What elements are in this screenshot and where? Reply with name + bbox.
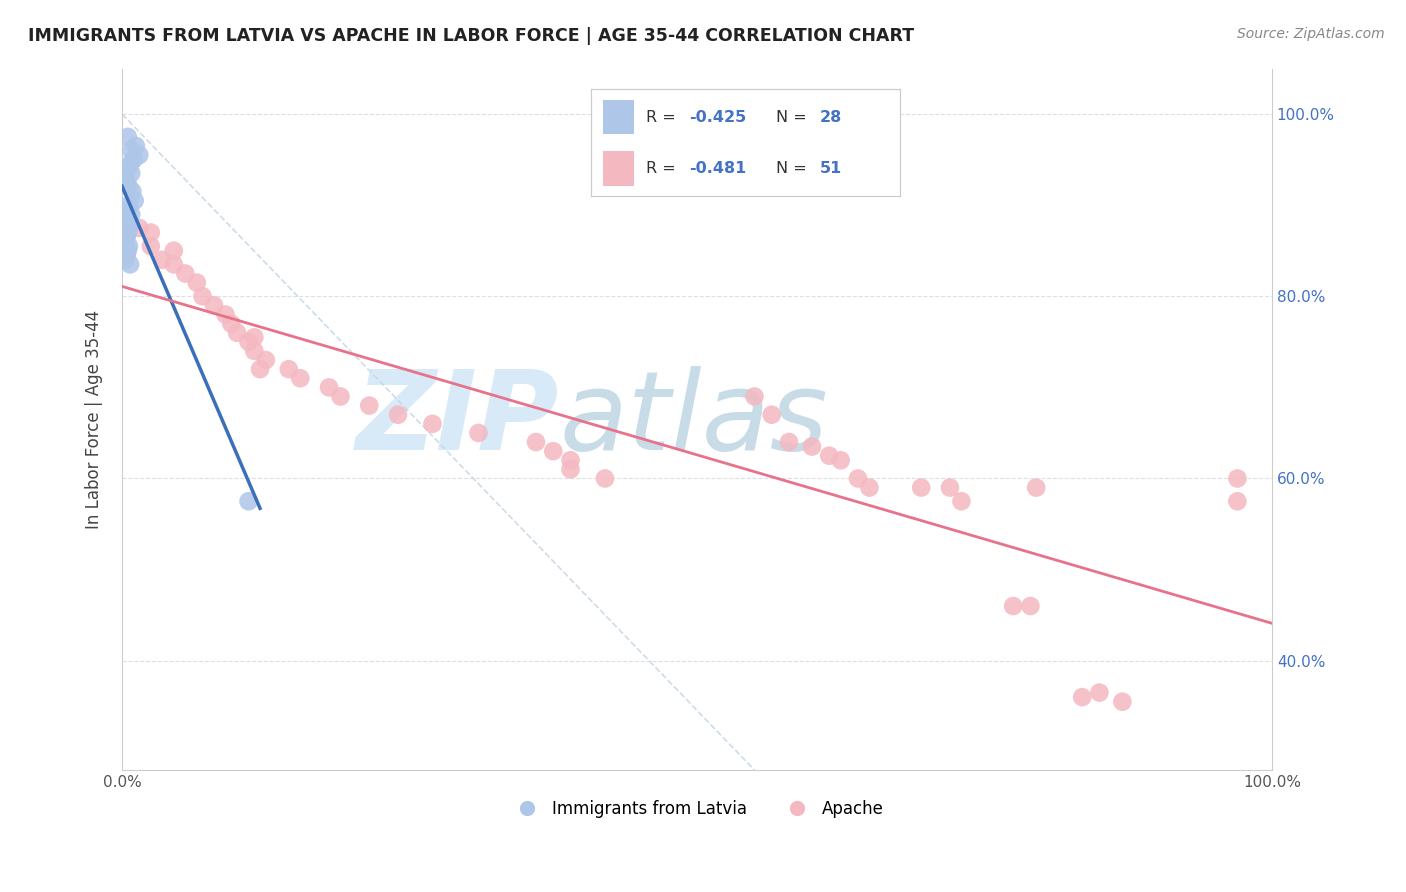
Point [858,481,880,495]
Point [117,226,139,240]
Point [830,453,852,467]
Point [118,198,141,212]
Text: Source: ZipAtlas.com: Source: ZipAtlas.com [1237,27,1385,41]
Point [163,257,186,271]
Point [467,425,489,440]
Point [121,185,143,199]
Text: R =: R = [647,110,681,125]
Point [117,202,139,217]
Point [359,399,381,413]
Point [318,380,340,394]
Point [238,494,260,508]
Point [249,362,271,376]
Point [120,166,142,180]
Point [593,471,616,485]
Text: N =: N = [776,161,813,176]
Point [128,221,150,235]
Text: N =: N = [776,110,813,125]
Point [950,494,973,508]
Point [243,330,266,344]
Text: -0.425: -0.425 [689,110,747,125]
Point [910,481,932,495]
Point [115,211,138,226]
Point [290,371,312,385]
Point [846,471,869,485]
Point [214,308,236,322]
Point [1019,599,1042,613]
Point [422,417,444,431]
Point [219,317,242,331]
Point [120,144,142,158]
Y-axis label: In Labor Force | Age 35-44: In Labor Force | Age 35-44 [86,310,103,529]
Point [125,139,148,153]
Point [118,180,141,194]
Point [238,334,260,349]
Point [139,226,162,240]
Point [1025,481,1047,495]
Point [1226,471,1249,485]
Point [277,362,299,376]
Point [939,481,962,495]
Point [226,326,249,340]
Point [541,444,564,458]
Point [1071,690,1094,705]
Point [124,194,146,208]
Text: ZIP: ZIP [356,366,560,473]
Point [139,239,162,253]
Point [117,161,139,176]
Point [120,207,142,221]
Point [118,239,141,253]
Point [560,462,582,476]
Point [1111,695,1133,709]
Point [1226,494,1249,508]
Point [114,170,136,185]
Point [1088,685,1111,699]
Point [118,221,141,235]
Bar [603,100,634,134]
Point [202,298,225,312]
Point [122,153,145,167]
Point [560,453,582,467]
Point [524,435,547,450]
Point [254,353,277,368]
Point [115,175,138,189]
Text: IMMIGRANTS FROM LATVIA VS APACHE IN LABOR FORCE | AGE 35-44 CORRELATION CHART: IMMIGRANTS FROM LATVIA VS APACHE IN LABO… [28,27,914,45]
Point [744,389,766,403]
Point [150,252,173,267]
Text: 28: 28 [820,110,842,125]
Point [163,244,186,258]
Text: atlas: atlas [560,366,828,473]
Point [117,129,139,144]
Point [115,248,138,262]
Point [243,343,266,358]
Point [761,408,783,422]
Point [818,449,841,463]
Point [117,226,139,240]
Point [120,257,142,271]
Point [174,267,197,281]
Point [120,216,142,230]
Legend: Immigrants from Latvia, Apache: Immigrants from Latvia, Apache [503,794,890,825]
Point [1002,599,1025,613]
Point [115,230,138,244]
Point [128,148,150,162]
Point [778,435,800,450]
Text: -0.481: -0.481 [689,161,747,176]
Text: 51: 51 [820,161,842,176]
Point [117,244,139,258]
Point [800,440,823,454]
Point [120,157,142,171]
Point [186,276,208,290]
Point [114,252,136,267]
Text: R =: R = [647,161,681,176]
Point [114,235,136,249]
Point [387,408,409,422]
Point [329,389,352,403]
Point [191,289,214,303]
Bar [603,152,634,186]
